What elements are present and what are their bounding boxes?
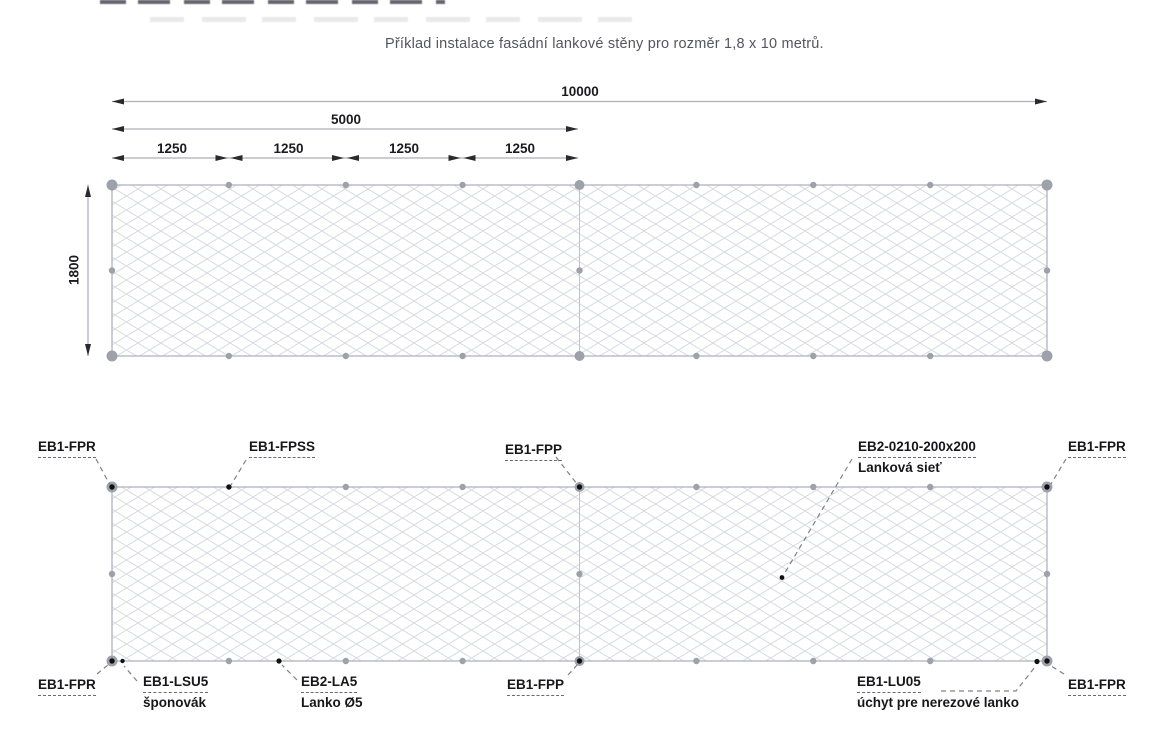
part-description: Lanko Ø5 — [301, 694, 363, 710]
part-code: EB1-FPSS — [249, 438, 316, 458]
diagram-caption: Příklad instalace fasádní lankové stěny … — [385, 36, 824, 52]
callout-net-eb2-0210: EB2-0210-200x200 Lanková sieť — [858, 437, 976, 476]
part-code: EB1-LU05 — [857, 673, 921, 693]
callout-eb1-fpp-top: EB1-FPP — [505, 440, 563, 461]
clipped-text-fragment-top — [100, 0, 445, 4]
dim-segment-1: 1250 — [156, 141, 188, 156]
part-code: EB1-FPR — [38, 438, 96, 458]
callout-eb1-lsu5: EB1-LSU5 šponovák — [143, 672, 209, 711]
part-code: EB1-FPR — [1068, 438, 1126, 458]
dim-segment-3: 1250 — [388, 141, 420, 156]
leader-lines — [95, 456, 1067, 692]
callout-eb1-fpr-top-right: EB1-FPR — [1068, 437, 1126, 458]
part-code: EB1-LSU5 — [143, 673, 209, 693]
dim-total-width: 10000 — [561, 84, 599, 99]
callout-eb1-fpr-bottom-right: EB1-FPR — [1068, 675, 1126, 696]
callout-eb2-la5: EB2-LA5 Lanko Ø5 — [301, 672, 363, 711]
dim-height: 1800 — [66, 254, 82, 286]
callout-eb1-fpss: EB1-FPSS — [249, 437, 316, 458]
callout-eb1-lu05: EB1-LU05 úchyt pre nerezové lanko — [857, 672, 1019, 711]
dim-segment-4: 1250 — [504, 141, 536, 156]
part-code: EB1-FPR — [38, 676, 96, 696]
part-code: EB1-FPP — [507, 676, 565, 696]
dim-half-width: 5000 — [330, 112, 362, 127]
part-code: EB1-FPP — [505, 441, 563, 461]
part-code: EB2-0210-200x200 — [858, 438, 976, 458]
part-description: úchyt pre nerezové lanko — [857, 694, 1020, 710]
anchor-dots-top-view — [106, 179, 1053, 362]
anchor-dots-callout-view-gray — [106, 481, 1053, 667]
dim-segment-2: 1250 — [273, 141, 304, 156]
callout-attachment-dots-black — [109, 484, 1050, 665]
part-description: Lanková sieť — [858, 459, 942, 475]
callout-eb1-fpr-bottom-left: EB1-FPR — [38, 675, 96, 696]
dimension-arrows — [85, 98, 1047, 356]
callout-eb1-fpr-top-left: EB1-FPR — [38, 437, 96, 458]
part-code: EB1-FPR — [1068, 676, 1126, 696]
dimension-lines — [87, 100, 1047, 356]
part-description: šponovák — [143, 694, 207, 710]
part-code: EB2-LA5 — [301, 673, 358, 693]
clipped-text-fragment-faint — [150, 17, 640, 22]
callout-eb1-fpp-bottom: EB1-FPP — [507, 675, 565, 696]
